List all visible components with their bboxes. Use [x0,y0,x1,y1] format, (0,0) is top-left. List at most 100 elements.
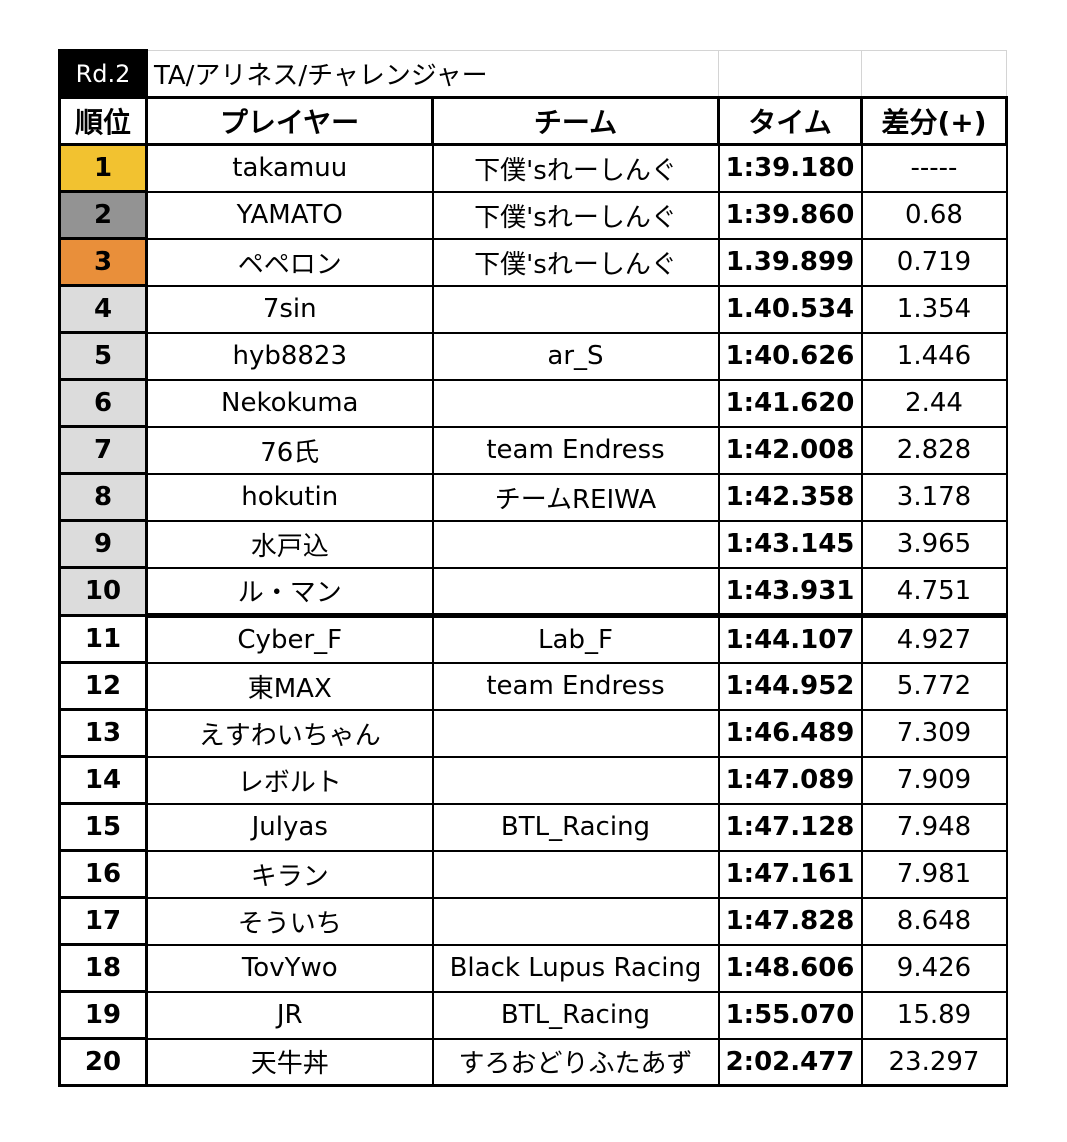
team-cell: Lab_F [431,612,720,664]
player-cell: キラン [145,850,434,899]
rank-cell: 10 [58,566,148,617]
rank-cell: 18 [58,943,148,993]
header-rank: 順位 [58,96,148,146]
diff-cell: 23.297 [860,1038,1008,1087]
table-row: 5 hyb8823 ar_S 1:40.626 1.446 [58,331,1008,381]
rank-cell: 4 [58,284,148,334]
player-cell: 東MAX [145,662,434,711]
team-cell: 下僕'sれーしんぐ [431,144,720,193]
player-cell: 水戸込 [145,520,434,569]
table-row: 3 ペペロン 下僕'sれーしんぐ 1.39.899 0.719 [58,237,1008,287]
table-row: 4 7sin 1.40.534 1.354 [58,284,1008,334]
rank-cell: 1 [58,143,148,193]
diff-cell: 3.965 [860,520,1008,569]
rank-cell: 3 [58,237,148,287]
player-cell: Cyber_F [145,612,434,664]
rank-cell: 5 [58,331,148,381]
diff-cell: 15.89 [860,991,1008,1040]
time-cell: 1:47.128 [717,803,863,852]
diff-cell: 3.178 [860,473,1008,522]
rank-cell: 16 [58,849,148,899]
time-cell: 1:55.070 [717,991,863,1040]
table-row: 18 TovYwo Black Lupus Racing 1:48.606 9.426 [58,943,1008,993]
table-row: 11 Cyber_F Lab_F 1:44.107 4.927 [58,612,1008,664]
empty-cell [718,50,862,99]
team-cell: ar_S [431,332,720,381]
table-row: 9 水戸込 1:43.145 3.965 [58,519,1008,569]
player-cell: そういち [145,897,434,946]
player-cell: TovYwo [145,944,434,993]
rank-cell: 9 [58,519,148,569]
team-cell [431,709,720,758]
diff-cell: 4.751 [860,567,1008,616]
time-cell: 1:44.952 [717,662,863,711]
diff-cell: ----- [860,144,1008,193]
rank-cell: 14 [58,755,148,805]
table-row: 19 JR BTL_Racing 1:55.070 15.89 [58,990,1008,1040]
rank-cell: 7 [58,425,148,475]
team-cell: チームREIWA [431,473,720,522]
results-table: Rd.2 TA/アリネス/チャレンジャー 順位 プレイヤー チーム タイム 差分… [58,49,1008,1087]
player-cell: JR [145,991,434,1040]
team-cell [431,567,720,616]
table-row: 7 76氏 team Endress 1:42.008 2.828 [58,425,1008,475]
diff-cell: 2.828 [860,426,1008,475]
team-cell [431,756,720,805]
team-cell [431,379,720,428]
time-cell: 1:42.008 [717,426,863,475]
round-label: Rd.2 [58,49,148,99]
time-cell: 1:43.145 [717,520,863,569]
time-cell: 1:44.107 [717,612,863,664]
table-row: 16 キラン 1:47.161 7.981 [58,849,1008,899]
diff-cell: 1.354 [860,285,1008,334]
table-title: TA/アリネス/チャレンジャー [146,50,719,99]
team-cell: Black Lupus Racing [431,944,720,993]
team-cell: すろおどりふたあず [431,1038,720,1087]
player-cell: takamuu [145,144,434,193]
rank-cell: 6 [58,378,148,428]
team-cell: team Endress [431,662,720,711]
table-row: 6 Nekokuma 1:41.620 2.44 [58,378,1008,428]
player-cell: YAMATO [145,191,434,240]
time-cell: 2:02.477 [717,1038,863,1087]
header-team: チーム [431,96,720,146]
player-cell: 7sin [145,285,434,334]
time-cell: 1.40.534 [717,285,863,334]
time-cell: 1:40.626 [717,332,863,381]
diff-cell: 2.44 [860,379,1008,428]
team-cell: 下僕'sれーしんぐ [431,191,720,240]
time-cell: 1:48.606 [717,944,863,993]
player-cell: Julyas [145,803,434,852]
team-cell: 下僕'sれーしんぐ [431,238,720,287]
team-cell: team Endress [431,426,720,475]
time-cell: 1:42.358 [717,473,863,522]
time-cell: 1:41.620 [717,379,863,428]
table-row: 14 レボルト 1:47.089 7.909 [58,755,1008,805]
rank-cell: 19 [58,990,148,1040]
rank-cell: 2 [58,190,148,240]
table-row: 8 hokutin チームREIWA 1:42.358 3.178 [58,472,1008,522]
team-cell [431,285,720,334]
player-cell: 76氏 [145,426,434,475]
diff-cell: 8.648 [860,897,1008,946]
diff-cell: 7.309 [860,709,1008,758]
time-cell: 1:47.089 [717,756,863,805]
header-diff: 差分(+) [860,96,1008,146]
player-cell: ル・マン [145,567,434,616]
diff-cell: 5.772 [860,662,1008,711]
rank-cell: 20 [58,1037,148,1087]
title-row: Rd.2 TA/アリネス/チャレンジャー [58,49,1007,99]
diff-cell: 4.927 [860,612,1008,664]
empty-cell [861,50,1007,99]
rank-cell: 12 [58,661,148,711]
player-cell: えすわいちゃん [145,709,434,758]
diff-cell: 1.446 [860,332,1008,381]
rank-cell: 8 [58,472,148,522]
rank-cell: 17 [58,896,148,946]
table-row: 15 Julyas BTL_Racing 1:47.128 7.948 [58,802,1008,852]
rank-cell: 11 [58,613,148,664]
diff-cell: 7.981 [860,850,1008,899]
table-row: 10 ル・マン 1:43.931 4.751 [58,566,1008,617]
time-cell: 1:39.860 [717,191,863,240]
header-time: タイム [717,96,863,146]
